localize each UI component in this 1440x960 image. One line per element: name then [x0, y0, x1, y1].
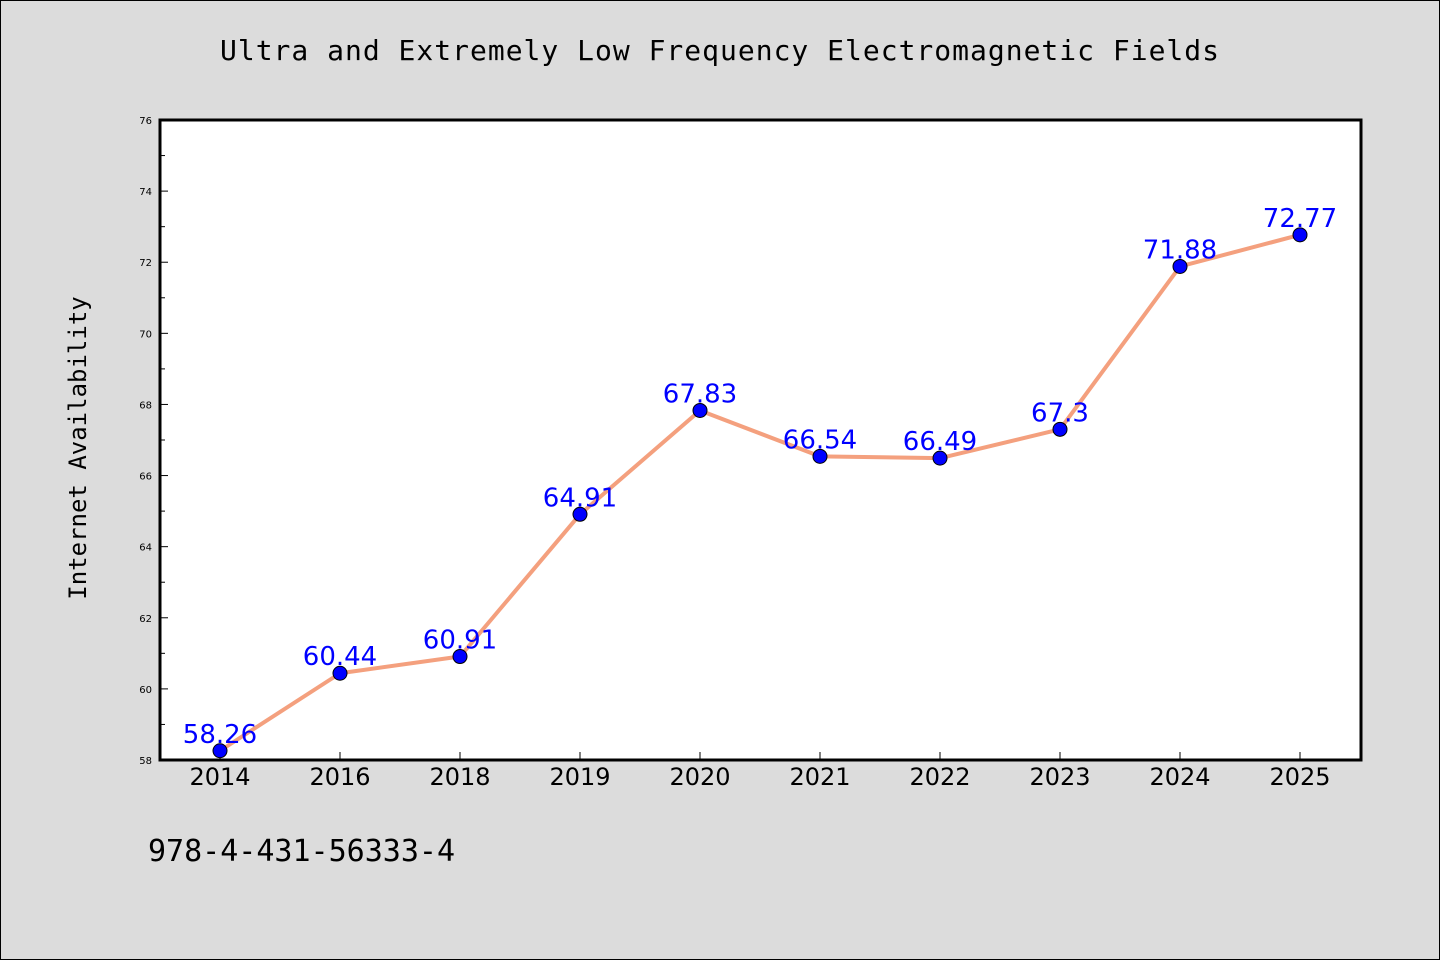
y-tick-label: 60	[139, 685, 152, 696]
x-tick-label: 2018	[429, 763, 490, 791]
isbn-text: 978-4-431-56333-4	[148, 834, 456, 869]
y-tick-label: 70	[139, 329, 152, 340]
data-label: 67.3	[1031, 398, 1089, 428]
y-tick-label: 74	[139, 187, 152, 198]
data-label: 60.44	[303, 642, 377, 672]
data-point	[572, 506, 588, 522]
x-tick-label: 2014	[189, 763, 250, 791]
data-label: 66.54	[783, 425, 857, 455]
x-tick-label: 2016	[309, 763, 370, 791]
x-tick-label: 2020	[669, 763, 730, 791]
y-tick-label: 58	[139, 756, 152, 767]
x-tick-label: 2021	[789, 763, 850, 791]
data-point	[812, 448, 828, 464]
y-axis-label: Internet Availability	[64, 296, 92, 599]
data-point	[1172, 258, 1188, 274]
y-tick-label: 76	[139, 116, 152, 127]
data-label: 72.77	[1263, 204, 1337, 234]
plot-area	[158, 118, 1363, 762]
x-tick-label: 2025	[1269, 763, 1330, 791]
x-tick-label: 2022	[909, 763, 970, 791]
data-label: 60.91	[423, 626, 497, 656]
data-label: 58.26	[183, 720, 257, 750]
series-line	[218, 232, 1301, 753]
data-point	[692, 402, 708, 418]
chart-title: Ultra and Extremely Low Frequency Electr…	[219, 34, 1220, 67]
x-tick-label: 2024	[1149, 763, 1210, 791]
data-label: 64.91	[543, 483, 617, 513]
y-tick-label: 62	[139, 614, 152, 625]
data-labels: 58.26 60.44 60.91 64.91 67.83 66.54 66.49 67.3 7…	[183, 204, 1337, 750]
y-tick-label: 72	[139, 258, 152, 269]
data-point	[332, 665, 348, 681]
y-tick-label: 68	[139, 400, 152, 411]
x-tick-label: 2019	[549, 763, 610, 791]
data-label: 71.88	[1143, 235, 1217, 265]
data-point	[1052, 421, 1068, 437]
y-axis: 58 60 62 64 66 68 70 72 74 76	[139, 116, 168, 767]
data-point	[452, 649, 468, 665]
y-tick-label: 66	[139, 472, 152, 483]
data-label: 67.83	[663, 379, 737, 409]
data-label: 66.49	[903, 427, 977, 457]
x-axis: 2014 2016 2018 2019 2020 2021 2022 2023 2024 2025	[189, 752, 1331, 791]
data-point	[1292, 227, 1308, 243]
y-tick-label: 64	[139, 543, 152, 554]
data-point	[212, 743, 228, 759]
data-markers	[212, 227, 1308, 759]
x-tick-label: 2023	[1029, 763, 1090, 791]
data-point	[932, 450, 948, 466]
